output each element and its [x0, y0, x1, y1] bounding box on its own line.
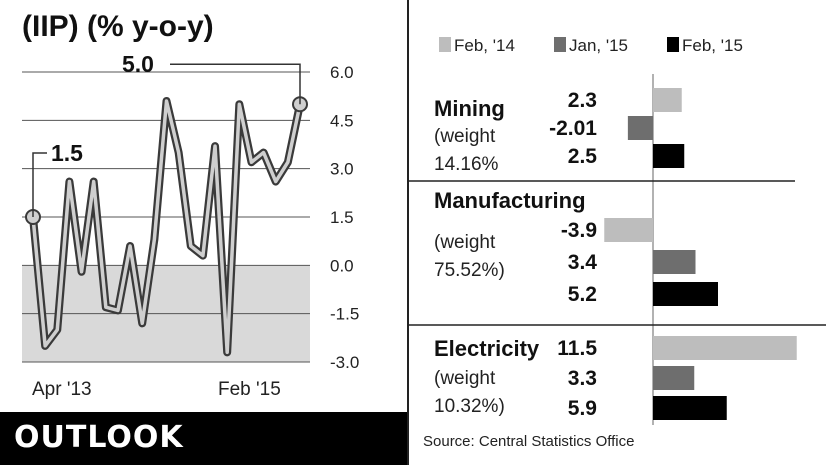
y-tick-label: 4.5: [330, 111, 354, 130]
sector-bar: [653, 396, 727, 420]
bar-value-label: 3.4: [568, 251, 598, 274]
annotation-leader: [170, 63, 301, 105]
bar-value-label: -3.9: [561, 219, 597, 242]
sector-weight: (weight: [434, 368, 496, 389]
y-tick-label: -1.5: [330, 305, 359, 324]
bar-value-label: 2.3: [568, 89, 597, 112]
legend-swatch: [439, 37, 451, 52]
y-tick-label: 3.0: [330, 160, 354, 179]
legend-entry: Feb, '14: [454, 36, 515, 55]
legend-entry: Feb, '15: [682, 36, 743, 55]
sector-bar: [653, 144, 685, 168]
bar-value-label: -2.01: [549, 117, 597, 140]
sector-weight: (weight: [434, 126, 496, 147]
y-tick-label: 1.5: [330, 208, 354, 227]
sector-bar-chart: Feb, '14 Jan, '15 Feb, '15 Mining (weight 14.…: [409, 36, 826, 450]
annotation-leader: [32, 152, 47, 217]
y-tick-label: 0.0: [330, 256, 354, 275]
x-label-end: Feb '15: [218, 379, 281, 400]
sector-weight: 10.32%): [434, 396, 505, 417]
bar-value-label: 5.2: [568, 283, 597, 306]
bar-value-label: 2.5: [568, 145, 598, 168]
x-label-start: Apr '13: [32, 379, 92, 400]
sector-weight: (weight: [434, 232, 496, 253]
sector-growth-panel: Feb, '14 Jan, '15 Feb, '15 Mining (weight 14.…: [407, 0, 826, 465]
legend-swatch: [554, 37, 566, 52]
y-tick-label: 6.0: [330, 63, 354, 82]
sector-bar: [604, 218, 653, 242]
sector-bar: [627, 116, 653, 140]
sector-weight: 75.52%): [434, 260, 505, 281]
sector-bar: [653, 250, 696, 274]
iip-line-chart: 6.0 4.5 3.0 1.5 0.0 -1.5 -3.0 1.5 5.0 Apr '13 Feb …: [22, 51, 359, 400]
sector-name: Mining: [434, 96, 505, 121]
y-tick-label: -3.0: [330, 353, 359, 372]
sector-bar: [653, 336, 797, 360]
sector-bar: [653, 88, 682, 112]
sector-name: Manufacturing: [434, 188, 586, 213]
bar-value-label: 11.5: [557, 337, 597, 360]
legend-entry: Jan, '15: [569, 36, 628, 55]
sector-bar: [653, 366, 695, 390]
iip-chart-title: (IIP) (% y-o-y): [22, 10, 214, 43]
bar-value-label: 3.3: [568, 367, 597, 390]
annotation-label: 5.0: [122, 51, 154, 77]
sector-name: Electricity: [434, 336, 540, 361]
sector-bar: [653, 282, 718, 306]
legend-swatch: [667, 37, 679, 52]
sector-weight: 14.16%: [434, 154, 499, 175]
outlook-banner: OUTLOOK: [0, 412, 407, 465]
bar-value-label: 5.9: [568, 397, 597, 420]
iip-series-line: [31, 99, 302, 355]
iip-growth-panel: (IIP) (% y-o-y) 6.0 4.5 3.0 1.5 0.0 -1.5 -3.0 1…: [0, 0, 407, 465]
annotation-label: 1.5: [51, 140, 83, 166]
source-note: Source: Central Statistics Office: [423, 433, 634, 450]
outlook-label: OUTLOOK: [14, 420, 184, 455]
